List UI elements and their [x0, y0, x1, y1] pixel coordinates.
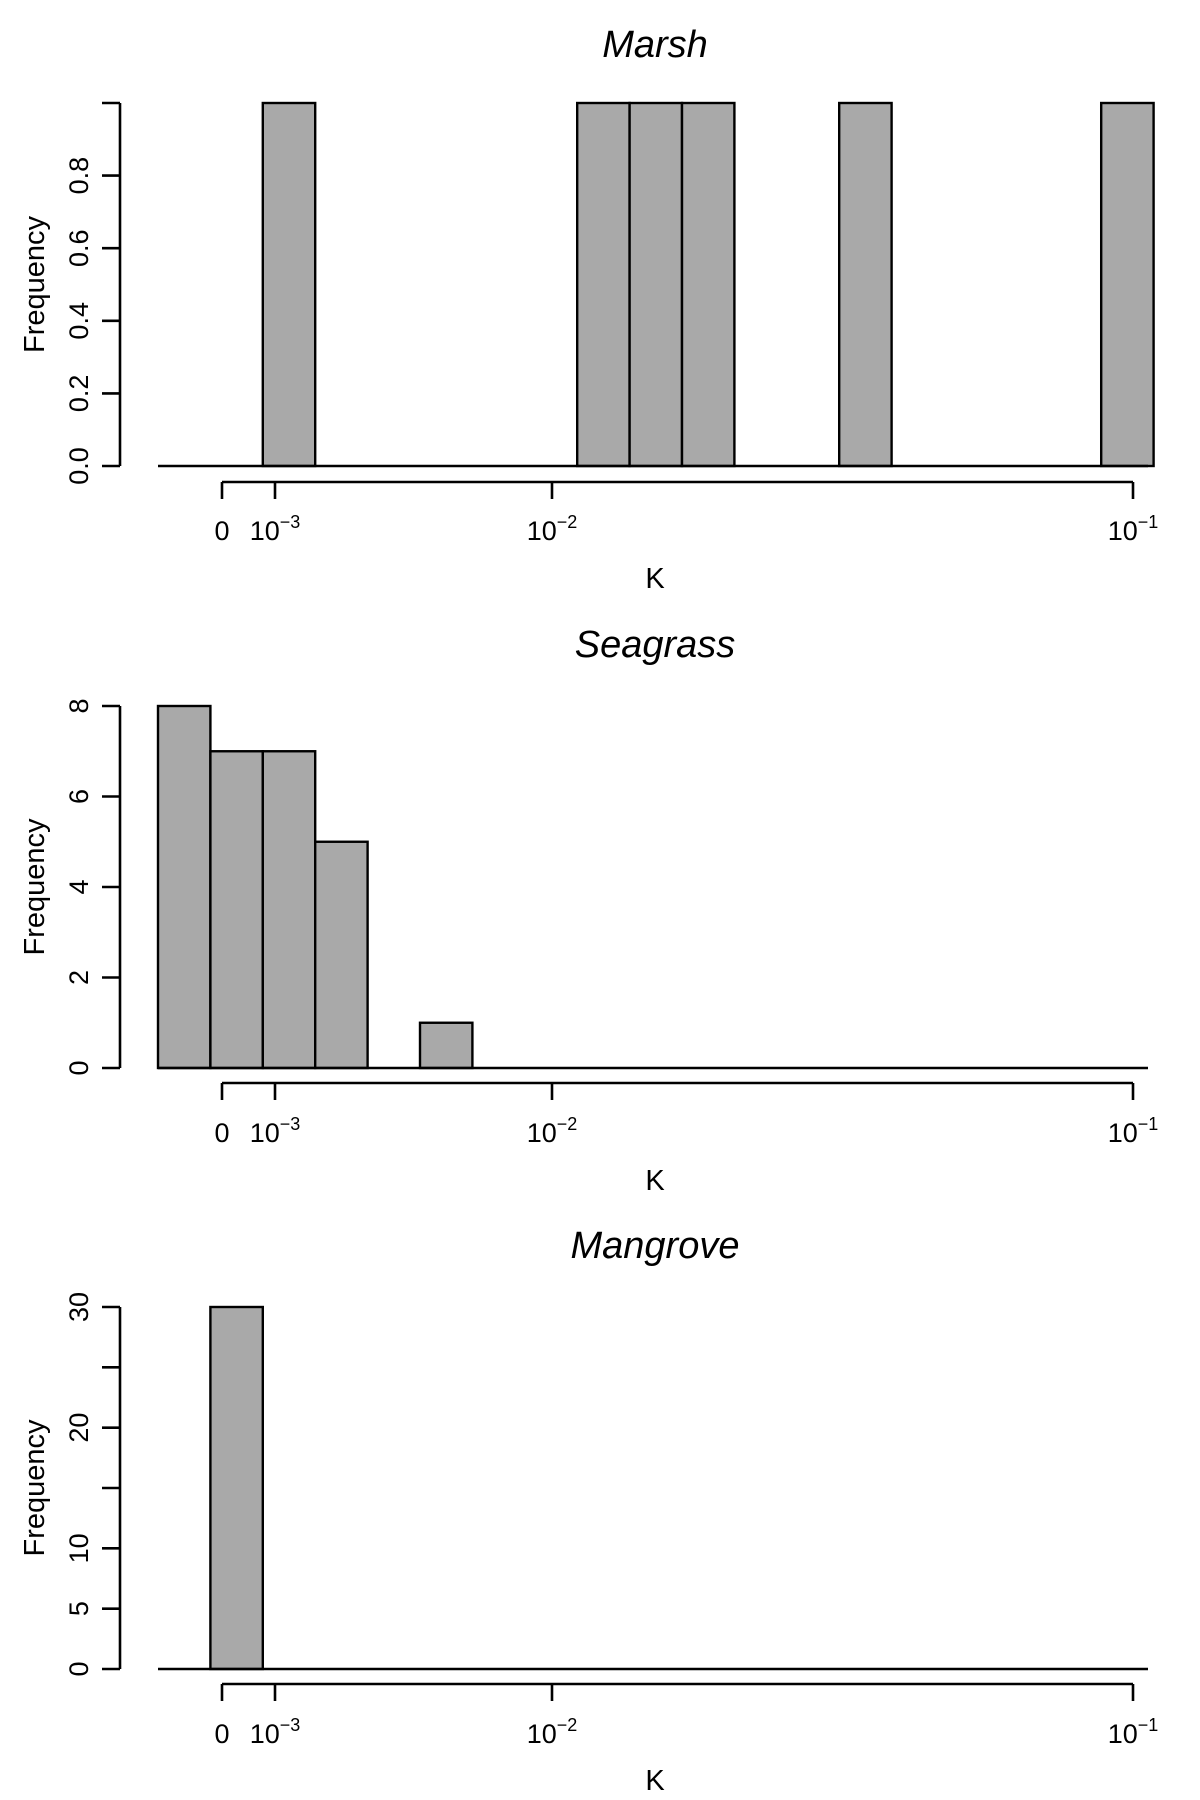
histogram-bar — [261, 101, 317, 468]
histogram-bar — [156, 704, 212, 1070]
chart-title: Mangrove — [571, 1225, 740, 1267]
x-tick-base: 10 — [250, 516, 280, 546]
chart-title: Marsh — [602, 24, 708, 66]
x-tick-label: 10−2 — [527, 1715, 578, 1749]
y-tick-label: 4 — [64, 879, 94, 894]
x-tick-label: 10−2 — [527, 1114, 578, 1148]
x-tick-base: 10 — [250, 1118, 280, 1148]
y-tick-label: 2 — [64, 970, 94, 985]
x-tick-base: 10 — [527, 1118, 557, 1148]
y-tick-label: 0.8 — [64, 157, 94, 195]
x-tick-exponent: −1 — [1138, 1715, 1159, 1735]
histogram-bar — [1099, 101, 1155, 468]
x-axis-label: K — [645, 563, 665, 595]
x-tick-exponent: −3 — [280, 512, 301, 532]
x-tick-label: 10−3 — [250, 1715, 301, 1749]
x-tick-base: 10 — [527, 516, 557, 546]
x-tick-base: 10 — [1108, 1719, 1138, 1749]
histogram-bar — [209, 750, 264, 1070]
y-axis-label: Frequency — [19, 1419, 51, 1557]
y-tick-label: 0 — [64, 1060, 94, 1075]
histogram-bar — [680, 101, 736, 468]
x-axis-label: K — [645, 1165, 665, 1197]
y-tick-label: 0.6 — [64, 229, 94, 267]
y-tick-label: 0 — [64, 1661, 94, 1676]
y-tick-label: 30 — [64, 1292, 94, 1322]
x-tick-label: 0 — [214, 516, 229, 546]
histogram-bar — [209, 1305, 264, 1671]
x-tick-base: 10 — [527, 1719, 557, 1749]
x-tick-exponent: −2 — [557, 1715, 578, 1735]
x-tick-exponent: −1 — [1138, 512, 1159, 532]
y-tick-label: 10 — [64, 1533, 94, 1563]
x-axis-label: K — [645, 1765, 665, 1797]
x-tick-base: 10 — [250, 1719, 280, 1749]
y-tick-label: 6 — [64, 789, 94, 804]
y-tick-label: 0.4 — [64, 302, 94, 340]
x-tick-label: 10−1 — [1108, 1114, 1159, 1148]
x-tick-label: 0 — [214, 1719, 229, 1749]
y-tick-label: 20 — [64, 1413, 94, 1443]
chart-title: Seagrass — [575, 624, 736, 666]
x-tick-exponent: −2 — [557, 1114, 578, 1134]
histogram-bar — [576, 101, 631, 468]
y-axis-label: Frequency — [19, 818, 51, 956]
y-axis-label: Frequency — [19, 215, 51, 353]
histogram-bar — [418, 1021, 474, 1070]
x-tick-label: 10−3 — [250, 512, 301, 546]
x-tick-exponent: −2 — [557, 512, 578, 532]
y-tick-label: 0.0 — [64, 447, 94, 485]
x-tick-base: 10 — [1108, 1118, 1138, 1148]
x-tick-base: 0 — [214, 516, 229, 546]
x-tick-base: 0 — [214, 1719, 229, 1749]
y-tick-label: 0.2 — [64, 375, 94, 413]
x-tick-label: 10−2 — [527, 512, 578, 546]
x-tick-exponent: −1 — [1138, 1114, 1159, 1134]
histogram-bar — [261, 750, 317, 1070]
y-tick-label: 8 — [64, 698, 94, 713]
x-tick-label: 10−1 — [1108, 1715, 1159, 1749]
x-tick-base: 0 — [214, 1118, 229, 1148]
y-tick-label: 5 — [64, 1601, 94, 1616]
x-tick-base: 10 — [1108, 516, 1138, 546]
x-tick-label: 10−3 — [250, 1114, 301, 1148]
histogram-bar — [314, 840, 369, 1070]
x-tick-label: 10−1 — [1108, 512, 1159, 546]
histogram-bar — [628, 101, 684, 468]
x-tick-label: 0 — [214, 1118, 229, 1148]
x-tick-exponent: −3 — [280, 1715, 301, 1735]
histogram-bar — [838, 101, 893, 468]
x-tick-exponent: −3 — [280, 1114, 301, 1134]
